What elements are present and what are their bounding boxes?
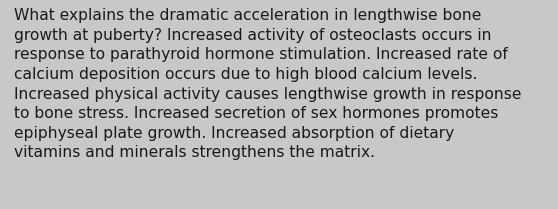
Text: What explains the dramatic acceleration in lengthwise bone
growth at puberty? In: What explains the dramatic acceleration … [14,8,521,160]
